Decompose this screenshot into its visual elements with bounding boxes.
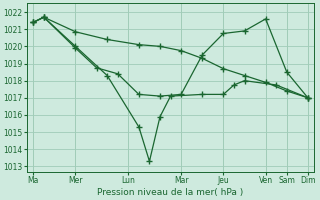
X-axis label: Pression niveau de la mer( hPa ): Pression niveau de la mer( hPa ) (98, 188, 244, 197)
